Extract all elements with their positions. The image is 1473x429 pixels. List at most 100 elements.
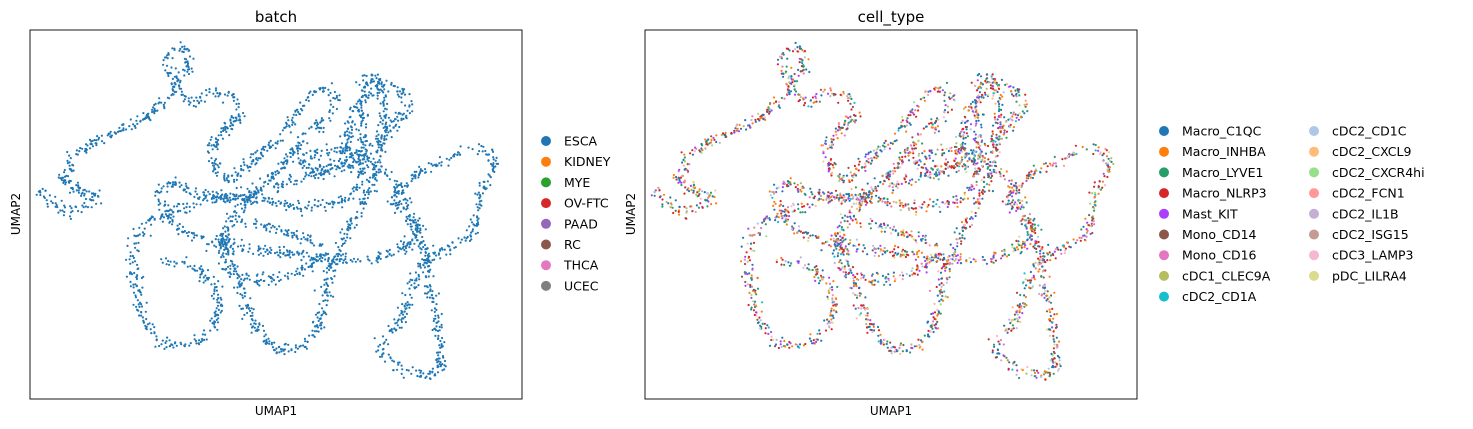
scatter-point <box>345 158 348 161</box>
scatter-point <box>937 254 941 257</box>
scatter-point <box>801 49 804 52</box>
scatter-point <box>264 180 267 183</box>
scatter-point <box>277 200 280 203</box>
scatter-point <box>375 179 378 182</box>
scatter-point <box>364 148 367 151</box>
scatter-point <box>281 129 284 132</box>
scatter-point <box>918 269 921 272</box>
scatter-point <box>238 283 241 286</box>
scatter-point <box>918 343 921 347</box>
scatter-point <box>495 156 498 159</box>
scatter-point <box>308 163 311 166</box>
scatter-point <box>933 256 936 259</box>
scatter-point <box>305 151 308 155</box>
scatter-point <box>418 230 421 233</box>
scatter-point <box>661 198 664 201</box>
scatter-point <box>308 127 311 130</box>
scatter-point <box>782 53 785 56</box>
scatter-point <box>248 191 251 194</box>
scatter-point <box>137 234 140 237</box>
scatter-point <box>441 363 444 366</box>
scatter-point <box>474 192 477 195</box>
scatter-point <box>404 104 407 107</box>
scatter-point <box>212 164 215 167</box>
scatter-point <box>257 157 260 160</box>
scatter-point <box>224 234 227 238</box>
scatter-point <box>213 159 216 162</box>
scatter-point <box>84 197 88 201</box>
scatter-point <box>180 87 183 90</box>
scatter-point <box>360 146 363 149</box>
scatter-point <box>227 229 230 232</box>
scatter-point <box>321 307 324 310</box>
scatter-point <box>841 266 844 269</box>
scatter-point <box>183 262 186 265</box>
scatter-point <box>335 107 338 111</box>
scatter-point <box>220 298 223 301</box>
scatter-point <box>221 285 224 288</box>
scatter-point <box>1059 365 1062 368</box>
scatter-point <box>937 130 941 133</box>
scatter-point <box>437 360 440 363</box>
scatter-point <box>322 173 325 176</box>
scatter-point <box>352 197 355 200</box>
scatter-point <box>825 136 828 139</box>
scatter-point <box>211 148 214 151</box>
scatter-point <box>392 120 395 123</box>
scatter-point <box>376 137 379 140</box>
scatter-point <box>226 248 229 251</box>
scatter-point <box>290 119 293 122</box>
scatter-point <box>132 256 135 259</box>
scatter-point <box>936 294 939 297</box>
scatter-point <box>305 173 308 176</box>
scatter-point <box>369 190 372 193</box>
scatter-point <box>413 212 416 215</box>
scatter-point <box>344 258 347 261</box>
scatter-point <box>451 241 454 244</box>
scatter-point <box>994 155 997 158</box>
scatter-point <box>1000 113 1003 116</box>
scatter-point <box>478 203 481 206</box>
scatter-point <box>239 202 242 205</box>
scatter-point <box>356 258 359 261</box>
scatter-point <box>1097 149 1100 152</box>
scatter-point <box>41 187 44 190</box>
scatter-point <box>344 144 348 147</box>
scatter-point <box>242 279 245 282</box>
scatter-point <box>917 338 920 341</box>
scatter-point <box>394 111 397 114</box>
scatter-point <box>860 202 864 205</box>
scatter-point <box>925 157 928 160</box>
scatter-point <box>463 236 466 239</box>
scatter-point <box>1015 327 1018 330</box>
scatter-point <box>422 240 425 243</box>
scatter-point <box>333 164 337 167</box>
scatter-point <box>892 271 896 274</box>
scatter-point <box>288 253 291 256</box>
scatter-point <box>902 232 905 235</box>
scatter-point <box>417 219 420 222</box>
scatter-point <box>237 195 240 198</box>
scatter-point <box>350 171 353 174</box>
scatter-point <box>326 267 329 270</box>
scatter-point <box>406 217 409 220</box>
scatter-point <box>231 124 235 127</box>
scatter-point <box>68 154 71 157</box>
scatter-point <box>383 138 386 142</box>
scatter-point <box>380 146 383 149</box>
scatter-point <box>335 168 338 171</box>
scatter-point <box>330 82 333 85</box>
scatter-point <box>246 164 249 167</box>
scatter-point <box>683 205 686 208</box>
scatter-point <box>380 135 383 138</box>
scatter-point <box>139 119 142 122</box>
scatter-point <box>445 253 448 256</box>
scatter-point <box>153 109 156 112</box>
scatter-point <box>833 197 837 200</box>
scatter-point <box>414 271 417 274</box>
scatter-point <box>284 159 287 162</box>
scatter-point <box>291 153 295 156</box>
scatter-point <box>418 217 421 220</box>
scatter-point <box>129 118 132 121</box>
scatter-point <box>236 98 239 101</box>
